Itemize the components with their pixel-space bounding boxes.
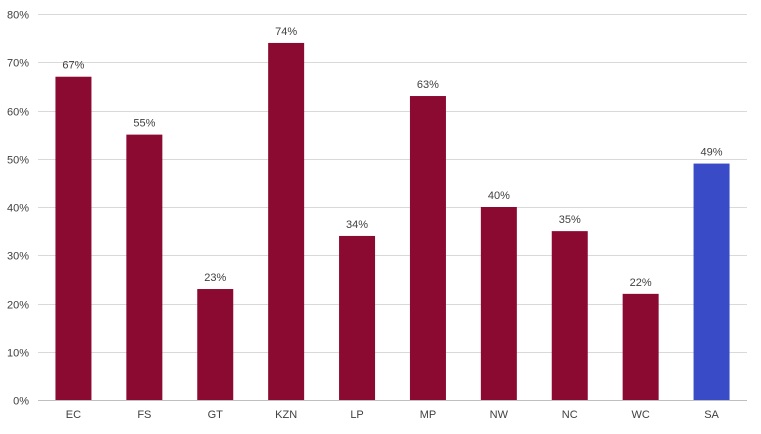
y-tick-label: 40%	[7, 203, 29, 215]
data-label-sa: 49%	[701, 147, 723, 159]
y-tick-label: 50%	[7, 155, 29, 167]
bar-sa	[693, 163, 730, 400]
x-category-label-kzn: KZN	[275, 409, 297, 421]
data-label-lp: 34%	[346, 219, 368, 231]
bar-gt	[197, 289, 234, 400]
bar-nc	[551, 231, 588, 400]
x-category-label-fs: FS	[137, 409, 151, 421]
bars	[55, 42, 730, 401]
y-tick-label: 20%	[7, 300, 29, 312]
data-label-fs: 55%	[133, 118, 155, 130]
x-axis-category-labels: EC FS GT KZN LP MP NW NC WC SA	[66, 409, 720, 421]
y-tick-label: 80%	[7, 10, 29, 22]
data-label-mp: 63%	[417, 79, 439, 91]
y-tick-label: 30%	[7, 251, 29, 263]
y-tick-label: 60%	[7, 107, 29, 119]
bar-lp	[339, 235, 376, 400]
data-label-ec: 67%	[62, 60, 84, 72]
bar-nw	[480, 207, 517, 400]
data-label-kzn: 74%	[275, 26, 297, 38]
bar-kzn	[268, 42, 305, 400]
data-label-wc: 22%	[630, 277, 652, 289]
data-labels: 67% 55% 23% 74% 34% 63% 40% 35% 22% 49%	[62, 26, 722, 289]
bar-fs	[126, 134, 163, 400]
bar-mp	[409, 96, 446, 401]
data-label-nw: 40%	[488, 190, 510, 202]
y-tick-label: 10%	[7, 348, 29, 360]
x-category-label-ec: EC	[66, 409, 81, 421]
data-label-nc: 35%	[559, 214, 581, 226]
bar-wc	[622, 293, 659, 400]
y-axis-tick-labels: 0% 10% 20% 30% 40% 50% 60% 70% 80%	[7, 10, 29, 408]
data-label-gt: 23%	[204, 272, 226, 284]
y-tick-label: 0%	[13, 396, 29, 408]
x-category-label-sa: SA	[704, 409, 719, 421]
x-category-label-nc: NC	[562, 409, 578, 421]
y-tick-label: 70%	[7, 58, 29, 70]
bar-ec	[55, 76, 92, 400]
x-category-label-wc: WC	[631, 409, 649, 421]
x-category-label-nw: NW	[490, 409, 509, 421]
x-category-label-mp: MP	[420, 409, 437, 421]
x-category-label-gt: GT	[208, 409, 224, 421]
x-category-label-lp: LP	[350, 409, 363, 421]
